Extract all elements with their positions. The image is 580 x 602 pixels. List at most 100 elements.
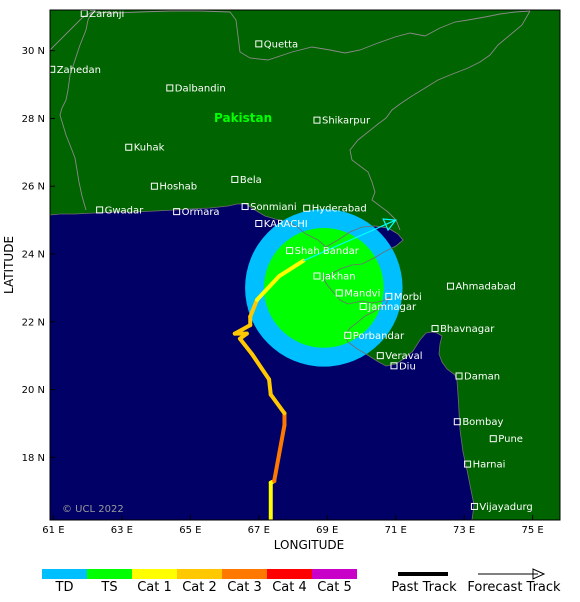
city-square-icon (150, 182, 158, 190)
city-label: Zahedan (57, 65, 101, 76)
legend-label: Cat 1 (137, 580, 172, 595)
y-tick-label: 18 N (22, 453, 45, 464)
legend-swatch (267, 569, 312, 579)
y-tick-label: 30 N (22, 46, 45, 57)
city-label: Ormara (182, 207, 220, 218)
x-tick-label: 63 E (111, 525, 133, 536)
city-label: Vijayadurg (479, 502, 532, 513)
x-tick-label: 61 E (42, 525, 64, 536)
city-marker: Ormara (173, 207, 220, 218)
y-tick-label: 24 N (22, 249, 45, 260)
city-square-icon (173, 208, 181, 216)
city-marker: Vijayadurg (470, 502, 533, 513)
x-axis-title: LONGITUDE (274, 538, 344, 552)
city-marker: Porbandar (344, 331, 405, 342)
wind-field-inner (263, 227, 384, 348)
forecast-line (303, 219, 396, 262)
city-square-icon (344, 331, 352, 339)
city-square-icon (390, 362, 398, 370)
city-square-icon (166, 84, 174, 92)
city-square-icon (470, 502, 478, 510)
city-marker: Zahedan (50, 65, 101, 76)
city-marker: Dalbandin (166, 83, 226, 94)
city-square-icon (431, 325, 439, 333)
city-label: Porbandar (353, 331, 405, 342)
x-tick-label: 73 E (453, 525, 475, 536)
track-segment (277, 258, 306, 279)
city-square-icon (359, 303, 367, 311)
city-marker: Morbi (385, 292, 422, 303)
city-square-icon (255, 219, 263, 227)
track-segment (248, 297, 260, 319)
city-label: KARACHI (264, 219, 308, 230)
legend-swatch (132, 569, 177, 579)
x-tick-label: 67 E (248, 525, 270, 536)
forecast-track (303, 218, 397, 262)
y-axis-title: LATITUDE (2, 236, 16, 294)
city-square-icon (286, 247, 294, 255)
storm-track (232, 258, 306, 520)
city-square-icon (50, 65, 56, 73)
city-marker: KARACHI (255, 219, 308, 230)
past-track-label: Past Track (391, 580, 457, 595)
city-marker: Hyderabad (303, 204, 367, 215)
legend-swatch (42, 569, 87, 579)
city-label: Veraval (385, 351, 422, 362)
x-axis-ticks: 61 E 63 E 65 E 67 E 69 E 71 E 73 E 75 E (42, 515, 544, 536)
track-segment (237, 336, 254, 356)
city-square-icon (376, 352, 384, 360)
city-label: Morbi (394, 292, 422, 303)
track-segment (249, 351, 272, 382)
legend-swatch (177, 569, 222, 579)
legend-label: Cat 4 (272, 580, 307, 595)
forecast-arrowhead (382, 218, 397, 232)
city-label: Bombay (462, 417, 503, 428)
map-area: Zaranji Quetta Zahedan Dalbandin Shikarpur Ku… (50, 10, 560, 520)
legend-swatch (87, 569, 132, 579)
city-square-icon (385, 292, 393, 300)
city-marker: Bela (231, 175, 262, 186)
city-marker: Jamnagar (359, 302, 417, 313)
forecast-arrow-icon (532, 568, 546, 580)
city-marker: Daman (455, 371, 500, 382)
city-marker: Sonmiani (241, 202, 297, 213)
city-label: Harnai (473, 460, 506, 471)
x-tick-label: 69 E (316, 525, 338, 536)
city-square-icon (446, 282, 454, 290)
city-label: Jakhan (321, 272, 356, 283)
city-marker: Ahmadabad (446, 282, 516, 293)
city-square-icon (255, 40, 263, 48)
city-label: Quetta (264, 39, 298, 50)
track-segment (267, 377, 273, 397)
track-segment (255, 274, 282, 302)
city-square-icon (335, 289, 343, 297)
city-square-icon (241, 203, 249, 211)
city-marker: Shah Bandar (286, 246, 360, 257)
cities: Zaranji Quetta Zahedan Dalbandin Shikarpur Ku… (50, 10, 533, 513)
legend-label: TD (55, 580, 74, 595)
city-marker: Veraval (376, 351, 423, 362)
city-marker: Mandvi (335, 288, 380, 299)
city-label: Jamnagar (367, 302, 417, 313)
city-label: Gwadar (105, 205, 145, 216)
city-square-icon (455, 372, 463, 380)
city-label: Dalbandin (175, 83, 226, 94)
plot-frame (49, 9, 561, 521)
country-label: Pakistan (214, 111, 272, 125)
legend-swatch (312, 569, 357, 579)
city-square-icon (313, 272, 321, 280)
copyright-text: © UCL 2022 (62, 504, 124, 515)
city-square-icon (96, 206, 104, 214)
city-label: Daman (464, 371, 500, 382)
y-axis-ticks: 30 N 28 N 26 N 24 N 22 N 20 N 18 N (22, 46, 55, 464)
city-square-icon (125, 143, 133, 151)
city-label: Bela (240, 175, 262, 186)
city-marker: Diu (390, 361, 416, 372)
city-marker: Pune (489, 434, 523, 445)
city-square-icon (231, 175, 239, 183)
y-tick-label: 20 N (22, 385, 45, 396)
x-tick-label: 65 E (179, 525, 201, 536)
city-label: Mandvi (344, 288, 380, 299)
forecast-track-label: Forecast Track (467, 580, 561, 595)
